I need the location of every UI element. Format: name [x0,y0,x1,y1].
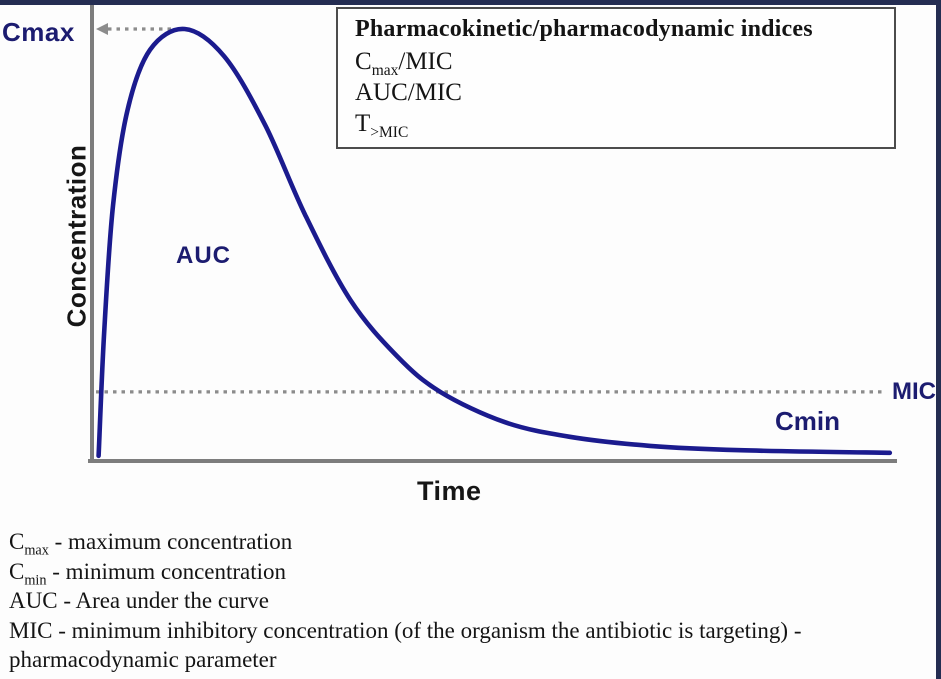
cmax-arrowhead-icon [96,23,108,35]
footnote-sub: min [24,572,47,589]
pkpd-indices-legend-box: Pharmacokinetic/pharmacodynamic indices … [336,7,896,149]
footnote-rest: - maximum concentration [48,529,293,554]
abbreviation-footnotes: Cmax - maximum concentration Cmin - mini… [9,527,933,675]
footnote-cmin: Cmin - minimum concentration [9,557,933,589]
legend-item-auc-mic: AUC/MIC [355,77,894,108]
cmax-label: Cmax [2,17,75,47]
cmin-label: Cmin [775,406,840,436]
legend-item-sub: >MIC [370,124,409,141]
footnote-mic: MIC - minimum inhibitory concentration (… [9,616,933,675]
legend-item-rest: /MIC [407,79,462,106]
y-axis-title: Concentration [61,144,92,328]
legend-item-base: AUC [355,79,408,106]
footnote-auc: AUC - Area under the curve [9,586,933,616]
concentration-curve [96,26,893,459]
footnote-base: MIC [9,617,53,643]
footnote-rest: - Area under the curve [57,588,269,613]
footnote-base: C [9,558,25,584]
mic-label: MIC [892,378,936,405]
legend-item-rest: /MIC [398,48,453,75]
footnote-base: AUC [9,588,58,613]
footnote-cmax: Cmax - maximum concentration [9,527,933,559]
top-border-strip [0,0,941,5]
concentration-time-plot [88,5,897,463]
legend-item-base: C [355,48,372,75]
legend-item-cmax-mic: Cmax/MIC [355,46,894,79]
legend-item-sub: max [371,62,399,79]
legend-item-t-above-mic: T>MIC [355,108,894,141]
footnote-sub: max [24,542,49,559]
x-axis-title: Time [417,476,482,506]
legend-title: Pharmacokinetic/pharmacodynamic indices [355,16,813,42]
legend-item-base: T [355,110,371,137]
right-border-strip [936,0,941,679]
footnote-base: C [9,529,25,554]
footnote-rest: - minimum inhibitory concentration (of t… [9,617,802,673]
auc-label: AUC [176,242,231,269]
footnote-rest: - minimum concentration [46,558,287,584]
